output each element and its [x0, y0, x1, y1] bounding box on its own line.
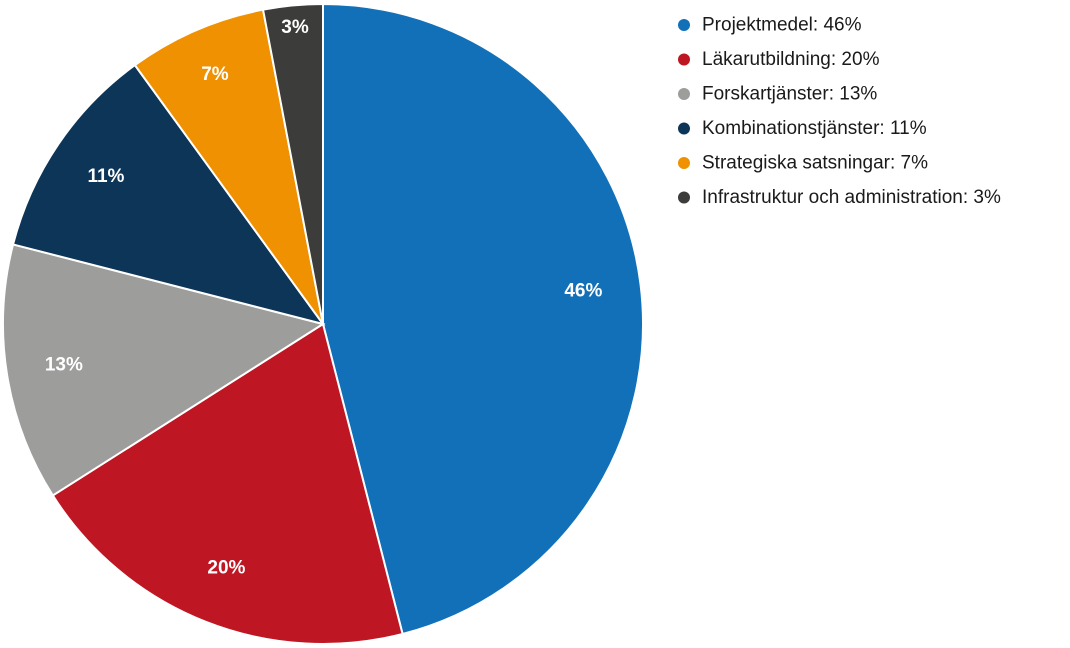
- legend-marker-lakarutbildning: [678, 53, 690, 66]
- pie-slice-infrastruktur-och-administration: [261, 2, 324, 325]
- data-label-kombinationstjanster: 11%: [87, 166, 124, 187]
- pie-slice-lakarutbildning: [51, 322, 404, 645]
- legend-marker-strategiska-satsningar: [678, 157, 690, 169]
- pie-slice-kombinationstjanster: [11, 63, 326, 326]
- legend: Projektmedel: 46% Läkarutbildning: 20% For…: [678, 15, 1001, 208]
- legend-marker-infrastruktur-och-administration: [678, 191, 690, 204]
- data-label-strategiska-satsningar: 7%: [201, 64, 229, 85]
- legend-label-projektmedel: Projektmedel: 46%: [702, 15, 862, 36]
- legend-label-infrastruktur-och-administration: Infrastruktur och administration: 3%: [702, 187, 1001, 208]
- pie-slices: [2, 2, 644, 645]
- legend-marker-kombinationstjanster: [678, 122, 690, 135]
- pie-data-labels: 46% 20% 13% 11% 7% 3%: [45, 17, 603, 578]
- pie-slice-projektmedel: [322, 2, 644, 636]
- legend-label-lakarutbildning: Läkarutbildning: 20%: [702, 49, 880, 70]
- legend-marker-projektmedel: [678, 19, 690, 31]
- pie-slice-strategiska-satsningar: [133, 8, 324, 325]
- legend-label-strategiska-satsningar: Strategiska satsningar: 7%: [702, 153, 928, 174]
- data-label-infrastruktur-och-administration: 3%: [281, 17, 309, 38]
- legend-label-forskartjanster: Forskartjänster: 13%: [702, 84, 877, 105]
- data-label-forskartjanster: 13%: [45, 355, 83, 376]
- pie-slice-forskartjanster: [2, 243, 326, 497]
- legend-marker-forskartjanster: [678, 88, 690, 100]
- legend-label-kombinationstjanster: Kombinationstjänster: 11%: [702, 118, 927, 139]
- data-label-lakarutbildning: 20%: [207, 557, 245, 578]
- data-label-projektmedel: 46%: [564, 281, 602, 302]
